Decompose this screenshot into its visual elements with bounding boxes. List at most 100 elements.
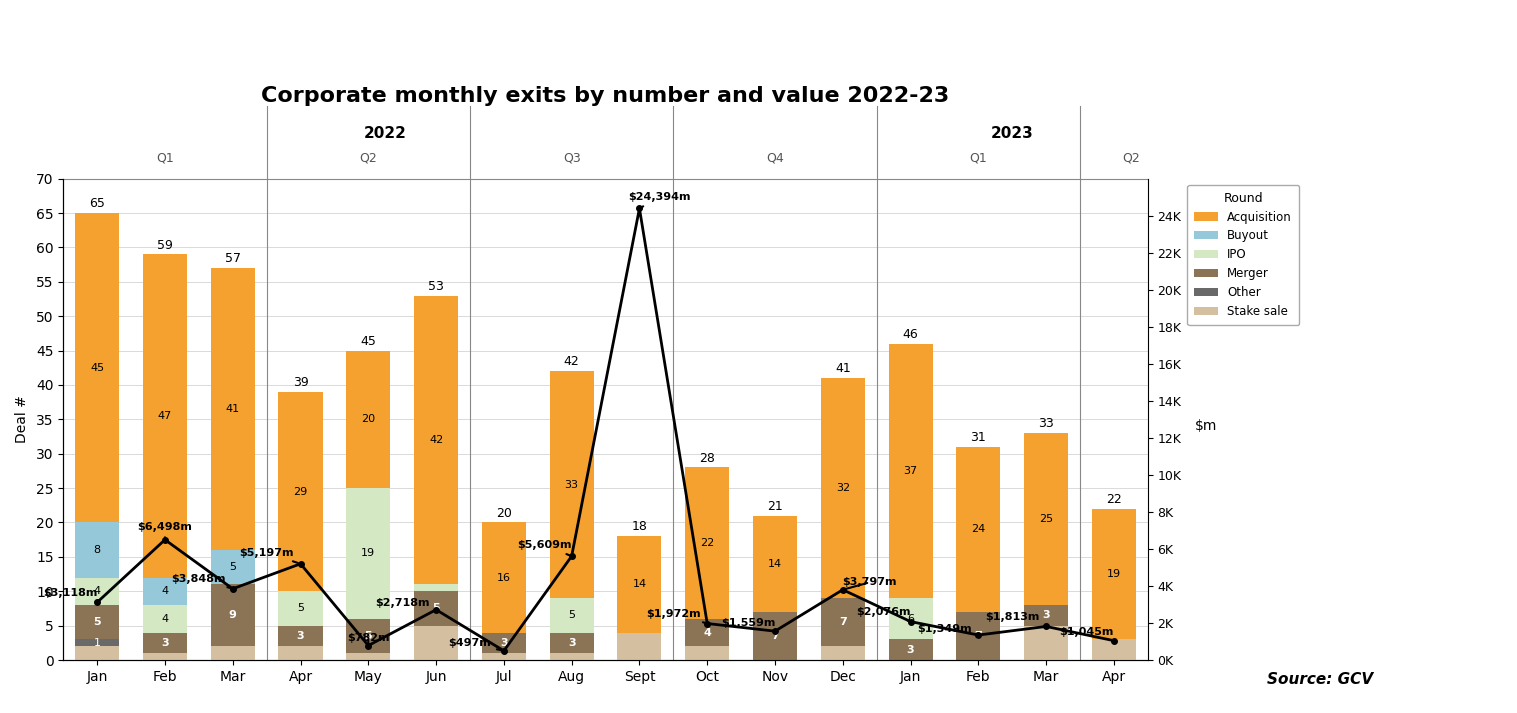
Text: 45: 45 — [90, 363, 105, 373]
Text: 25: 25 — [1039, 514, 1053, 524]
Text: 14: 14 — [633, 580, 646, 590]
Bar — [279, 625, 323, 646]
Text: 42: 42 — [429, 435, 443, 445]
Bar — [889, 640, 933, 660]
Text: 5: 5 — [297, 603, 303, 613]
Text: 29: 29 — [293, 486, 308, 496]
Text: $24,394m: $24,394m — [628, 193, 692, 207]
Text: $5,197m: $5,197m — [240, 548, 297, 563]
Bar — [279, 646, 323, 660]
Text: $3,797m: $3,797m — [842, 578, 897, 589]
Bar — [686, 468, 730, 619]
Text: 5: 5 — [432, 603, 440, 613]
Y-axis label: Deal #: Deal # — [15, 396, 29, 443]
Bar — [482, 653, 526, 660]
Bar — [1024, 433, 1068, 605]
Text: $1,045m: $1,045m — [1059, 627, 1113, 641]
Bar — [279, 392, 323, 591]
Text: 47: 47 — [158, 411, 171, 421]
Bar — [549, 371, 593, 598]
Bar — [211, 550, 255, 585]
Bar — [76, 640, 120, 646]
Bar — [752, 515, 796, 612]
Text: 5: 5 — [569, 610, 575, 620]
Bar — [617, 632, 661, 660]
Bar — [211, 646, 255, 660]
Text: $3,848m: $3,848m — [171, 573, 231, 588]
Text: Q4: Q4 — [766, 152, 784, 165]
Bar — [956, 612, 1000, 660]
Bar — [889, 344, 933, 598]
Bar — [346, 619, 390, 653]
Text: Q3: Q3 — [563, 152, 581, 165]
Text: $5,609m: $5,609m — [517, 540, 572, 555]
Bar — [821, 598, 865, 646]
Text: 8: 8 — [94, 545, 100, 555]
Bar — [143, 578, 187, 605]
Bar — [414, 585, 458, 591]
Text: $1,559m: $1,559m — [721, 618, 775, 631]
Text: 1: 1 — [94, 638, 100, 648]
Text: 16: 16 — [498, 573, 511, 583]
Text: 3: 3 — [501, 638, 508, 648]
Text: 5: 5 — [364, 631, 372, 641]
Text: Q1: Q1 — [969, 152, 988, 165]
Text: 18: 18 — [631, 520, 648, 533]
Text: $1,813m: $1,813m — [985, 612, 1047, 627]
Bar — [752, 612, 796, 660]
Bar — [821, 378, 865, 598]
Text: 5: 5 — [229, 562, 237, 573]
Text: $2,076m: $2,076m — [856, 607, 910, 620]
Text: 20: 20 — [361, 414, 375, 424]
Text: 6: 6 — [907, 614, 915, 624]
Text: 3: 3 — [161, 638, 168, 648]
Text: 3: 3 — [907, 645, 915, 655]
Text: 3: 3 — [567, 638, 575, 648]
Text: 53: 53 — [428, 279, 444, 293]
Text: 7: 7 — [974, 631, 981, 641]
Bar — [549, 598, 593, 632]
Bar — [1092, 640, 1136, 660]
Bar — [279, 591, 323, 625]
Text: 9: 9 — [229, 610, 237, 620]
Text: 4: 4 — [94, 586, 100, 596]
Text: $1,972m: $1,972m — [646, 609, 704, 622]
Text: Q2: Q2 — [360, 152, 378, 165]
Text: Q2: Q2 — [1123, 152, 1139, 165]
Text: 31: 31 — [971, 431, 986, 444]
Bar — [956, 447, 1000, 612]
Bar — [549, 632, 593, 653]
Text: 4: 4 — [161, 614, 168, 624]
Bar — [414, 591, 458, 625]
Bar — [76, 578, 120, 605]
Text: 21: 21 — [768, 500, 783, 513]
Bar — [482, 632, 526, 653]
Bar — [686, 619, 730, 646]
Bar — [143, 653, 187, 660]
Text: $6,498m: $6,498m — [138, 522, 193, 540]
Text: 22: 22 — [1106, 493, 1121, 506]
Text: 33: 33 — [1038, 417, 1054, 431]
Text: 57: 57 — [225, 252, 241, 265]
Bar — [346, 653, 390, 660]
Bar — [143, 605, 187, 632]
Text: $782m: $782m — [347, 633, 390, 643]
Text: 46: 46 — [903, 328, 918, 341]
Bar — [211, 268, 255, 550]
Text: 4: 4 — [161, 586, 168, 596]
Text: 19: 19 — [1107, 569, 1121, 579]
Text: 5: 5 — [94, 617, 102, 627]
Text: Source: GCV: Source: GCV — [1267, 672, 1373, 687]
Bar — [143, 255, 187, 578]
Bar — [346, 488, 390, 619]
Text: 41: 41 — [226, 404, 240, 414]
Text: 32: 32 — [836, 483, 850, 493]
Bar — [1024, 625, 1068, 660]
Text: $497m: $497m — [449, 638, 501, 650]
Text: 39: 39 — [293, 376, 308, 389]
Legend: Acquisition, Buyout, IPO, Merger, Other, Stake sale: Acquisition, Buyout, IPO, Merger, Other,… — [1188, 185, 1299, 325]
Bar — [549, 653, 593, 660]
Text: 3: 3 — [1042, 610, 1050, 620]
Text: 19: 19 — [361, 548, 375, 558]
Text: 33: 33 — [564, 480, 578, 490]
